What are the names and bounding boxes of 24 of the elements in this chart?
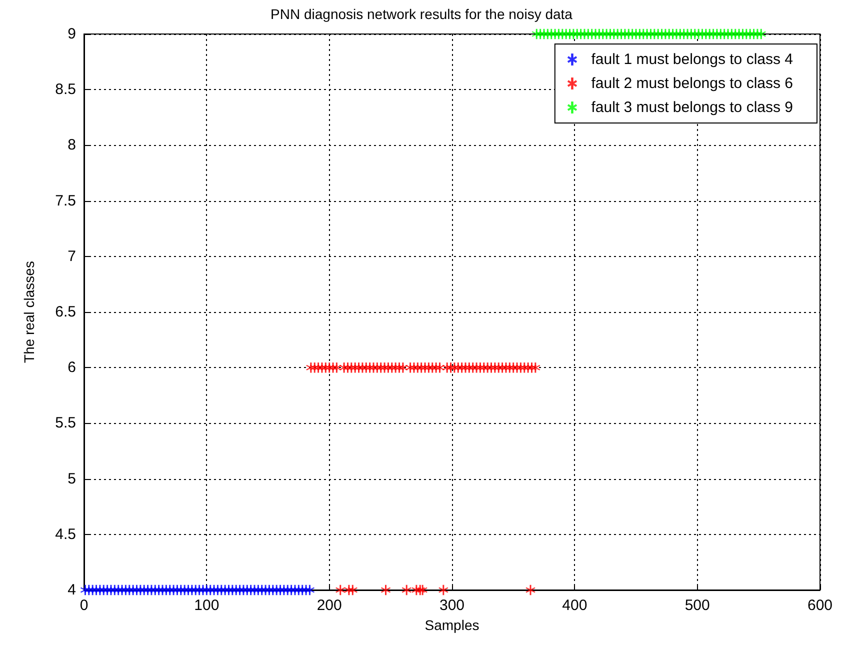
x-tick-label: 400 [562, 597, 588, 614]
legend-label: fault 2 must belongs to class 6 [591, 75, 794, 92]
y-tick-label: 7 [68, 248, 76, 265]
x-axis-title: Samples [424, 616, 480, 633]
y-tick-label: 8 [68, 136, 76, 154]
y-tick-label: 4 [68, 582, 76, 598]
x-tick-label: 500 [684, 597, 710, 614]
y-tick-label: 8.5 [55, 81, 76, 98]
chart-title: PNN diagnosis network results for the noisy data [270, 6, 573, 22]
x-tick-label: 300 [439, 597, 465, 614]
y-tick-label: 9 [68, 26, 76, 42]
y-tick-label: 6.5 [55, 304, 76, 320]
y-tick-label: 6 [68, 359, 76, 376]
x-tick-label: 600 [807, 597, 833, 614]
x-tick-label: 0 [80, 597, 88, 614]
y-tick-label: 5 [68, 470, 76, 488]
y-tick-label: 5.5 [55, 414, 76, 432]
y-tick-label: 4.5 [55, 526, 76, 543]
legend-label: fault 3 must belongs to class 9 [591, 99, 794, 116]
y-axis-title: The real classes [21, 261, 37, 363]
legend-label: fault 1 must belongs to class 4 [591, 51, 794, 68]
y-tick-label: 7.5 [55, 192, 76, 210]
x-tick-label: 200 [316, 597, 342, 614]
x-tick-label: 100 [194, 597, 220, 614]
